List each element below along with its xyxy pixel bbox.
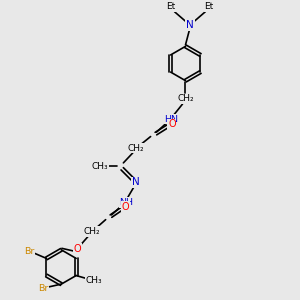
Text: CH₂: CH₂ [177,94,194,103]
Text: N: N [186,20,194,30]
Text: Et: Et [205,2,214,11]
Text: CH₃: CH₃ [92,162,108,171]
Text: CH₂: CH₂ [128,144,144,153]
Text: O: O [122,202,130,212]
Text: Br: Br [24,247,34,256]
Text: CH₂: CH₂ [83,227,100,236]
Text: NH: NH [119,198,133,207]
Text: HN: HN [164,115,178,124]
Text: Et: Et [166,2,175,11]
Text: O: O [168,119,176,129]
Text: O: O [74,244,81,254]
Text: Br: Br [38,284,48,293]
Text: N: N [132,177,140,188]
Text: CH₃: CH₃ [85,276,102,285]
